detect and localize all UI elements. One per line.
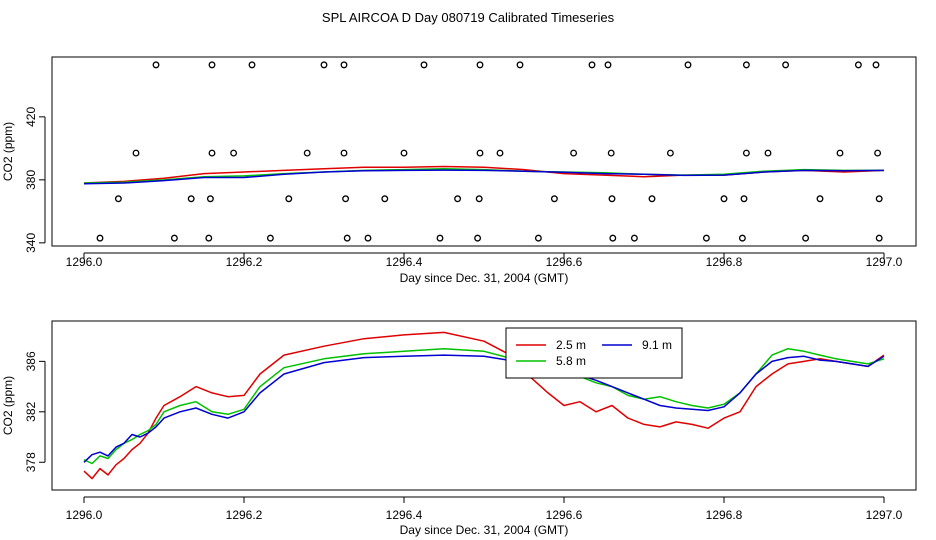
top-calibration-point (170, 234, 178, 242)
bottom-x-axis-label: Day since Dec. 31, 2004 (GMT) (400, 523, 569, 537)
bottom-y-axis-label: CO2 (ppm) (1, 376, 15, 435)
top-calibration-point (816, 195, 824, 203)
top-calibration-point (702, 234, 710, 242)
top-calibration-point (114, 195, 122, 203)
top-calibration-point (742, 61, 750, 69)
top-x-axis-label: Day since Dec. 31, 2004 (GMT) (400, 271, 569, 285)
top-calibration-point (875, 234, 883, 242)
top-calibration-point (516, 61, 524, 69)
bottom-x-tick-label: 1296.4 (386, 508, 423, 522)
top-calibration-point (96, 234, 104, 242)
legend-box (505, 327, 683, 379)
top-calibration-point (342, 195, 350, 203)
top-calibration-point (208, 149, 216, 157)
top-calibration-point (782, 61, 790, 69)
bottom-series-5-8-mm-line (83, 347, 885, 465)
top-x-tick-label: 1296.0 (66, 255, 103, 269)
top-calibration-point (187, 195, 195, 203)
top-calibration-point (285, 195, 293, 203)
top-plot-frame (51, 56, 917, 247)
top-calibration-point (608, 195, 616, 203)
top-x-tick-label: 1297.0 (866, 255, 903, 269)
top-calibration-point (474, 234, 482, 242)
top-calibration-point (609, 234, 617, 242)
bottom-x-tick-label: 1296.8 (706, 508, 743, 522)
top-calibration-point (381, 195, 389, 203)
top-series-9-1-mm-line (83, 169, 885, 185)
top-calibration-point (836, 149, 844, 157)
top-calibration-point (764, 149, 772, 157)
bottom-panel: 1296.0 1296.2 1296.4 1296.6 1296.8 1297.0 378 3… (1, 320, 917, 537)
top-calibration-point (205, 234, 213, 242)
top-calibration-point (874, 149, 882, 157)
chart-title: SPL AIRCOA D Day 080719 Calibrated Times… (322, 10, 615, 25)
top-calibration-point (854, 61, 862, 69)
top-x-tick-label: 1296.4 (386, 255, 423, 269)
top-calibration-point (604, 61, 612, 69)
top-calibration-point (436, 234, 444, 242)
bottom-plot-frame (51, 320, 917, 491)
top-calibration-point (588, 61, 596, 69)
top-y-tick-label: 380 (24, 170, 38, 190)
top-calibration-point (343, 234, 351, 242)
top-calibration-point (802, 234, 810, 242)
top-y-tick-label: 420 (24, 107, 38, 127)
bottom-x-tick-label: 1297.0 (866, 508, 903, 522)
top-calibration-point (534, 234, 542, 242)
legend-label: 2.5 m (556, 338, 586, 352)
top-calibration-point (666, 149, 674, 157)
top-calibration-point (684, 61, 692, 69)
top-calibration-point (872, 61, 880, 69)
top-calibration-point (875, 195, 883, 203)
top-calibration-point (648, 195, 656, 203)
top-calibration-point (340, 149, 348, 157)
top-calibration-point (476, 149, 484, 157)
top-calibration-point (454, 195, 462, 203)
bottom-y-tick-label: 378 (24, 452, 38, 472)
legend-label: 9.1 m (642, 338, 672, 352)
top-calibration-point (340, 61, 348, 69)
top-calibration-point (607, 149, 615, 157)
bottom-series-2-5-mm-line (83, 331, 885, 480)
bottom-series-9-1-mm-line (83, 354, 885, 463)
top-calibration-point (303, 149, 311, 157)
top-calibration-point (550, 195, 558, 203)
top-calibration-point (475, 195, 483, 203)
top-calibration-point (266, 234, 274, 242)
top-calibration-point (320, 61, 328, 69)
top-calibration-point (208, 61, 216, 69)
top-y-tick-label: 340 (24, 233, 38, 253)
top-calibration-point (570, 149, 578, 157)
top-x-tick-label: 1296.2 (226, 255, 263, 269)
top-y-axis-label: CO2 (ppm) (1, 122, 15, 181)
top-calibration-point (364, 234, 372, 242)
top-calibration-point (420, 61, 428, 69)
bottom-x-tick-label: 1296.2 (226, 508, 263, 522)
top-calibration-point (742, 149, 750, 157)
top-series-5-8-mm-line (83, 168, 884, 184)
top-calibration-point (152, 61, 160, 69)
top-calibration-point (476, 61, 484, 69)
bottom-y-tick-label: 382 (24, 401, 38, 421)
bottom-x-tick-label: 1296.0 (66, 508, 103, 522)
top-calibration-point (248, 61, 256, 69)
top-calibration-point (630, 234, 638, 242)
bottom-x-tick-label: 1296.6 (546, 508, 583, 522)
top-panel: 1296.0 1296.2 1296.4 1296.6 1296.8 1297.0 340 3… (1, 56, 917, 285)
top-x-tick-label: 1296.6 (546, 255, 583, 269)
bottom-y-tick-label: 386 (24, 351, 38, 371)
legend-label: 5.8 m (556, 354, 586, 368)
top-calibration-point (738, 234, 746, 242)
top-x-tick-label: 1296.8 (706, 255, 743, 269)
top-calibration-point (132, 149, 140, 157)
top-calibration-point (740, 195, 748, 203)
top-calibration-point (496, 149, 504, 157)
top-calibration-point (206, 195, 214, 203)
top-calibration-point (230, 149, 238, 157)
top-calibration-point (720, 195, 728, 203)
top-calibration-point (400, 149, 408, 157)
